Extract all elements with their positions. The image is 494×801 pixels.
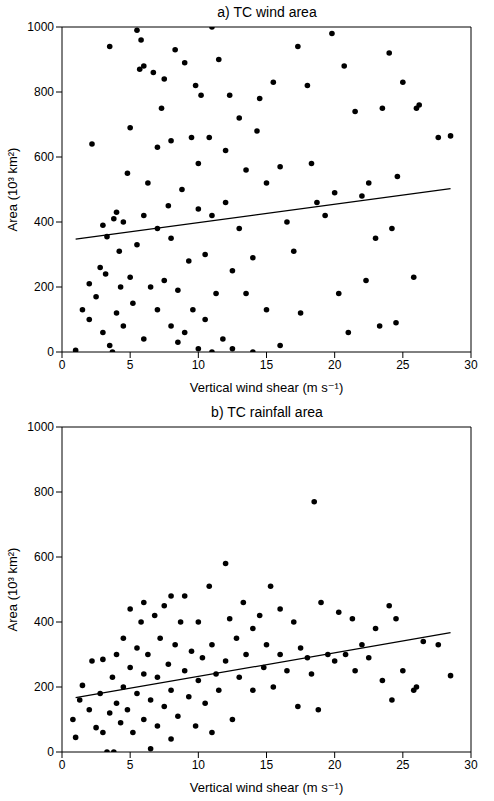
svg-text:0: 0 xyxy=(59,358,66,372)
svg-text:5: 5 xyxy=(127,358,134,372)
svg-text:Area (10³ km²): Area (10³ km²) xyxy=(8,148,20,232)
svg-text:1000: 1000 xyxy=(27,20,54,34)
svg-text:600: 600 xyxy=(34,550,54,564)
svg-text:25: 25 xyxy=(396,358,410,372)
svg-text:15: 15 xyxy=(260,758,274,772)
svg-text:400: 400 xyxy=(34,615,54,629)
svg-text:800: 800 xyxy=(34,485,54,499)
svg-text:15: 15 xyxy=(260,358,274,372)
svg-text:0: 0 xyxy=(59,758,66,772)
svg-text:5: 5 xyxy=(127,758,134,772)
svg-text:0: 0 xyxy=(47,745,54,759)
svg-text:1000: 1000 xyxy=(27,420,54,434)
svg-text:800: 800 xyxy=(34,85,54,99)
svg-text:25: 25 xyxy=(396,758,410,772)
svg-text:200: 200 xyxy=(34,680,54,694)
svg-text:600: 600 xyxy=(34,150,54,164)
svg-text:400: 400 xyxy=(34,215,54,229)
svg-text:Area (10³ km²): Area (10³ km²) xyxy=(8,548,20,632)
html-text:a) TC wind area: a) TC wind area xyxy=(217,4,317,20)
svg-text:30: 30 xyxy=(464,758,478,772)
svg-text:0: 0 xyxy=(47,345,54,359)
svg-text:10: 10 xyxy=(192,358,206,372)
html-text:b) TC rainfall area: b) TC rainfall area xyxy=(211,404,323,420)
svg-text:30: 30 xyxy=(464,358,478,372)
svg-text:Vertical wind shear (m s⁻¹): Vertical wind shear (m s⁻¹) xyxy=(190,780,344,795)
svg-text:200: 200 xyxy=(34,280,54,294)
svg-text:20: 20 xyxy=(328,358,342,372)
svg-text:10: 10 xyxy=(192,758,206,772)
svg-text:Vertical wind shear (m s⁻¹): Vertical wind shear (m s⁻¹) xyxy=(190,380,344,395)
svg-text:20: 20 xyxy=(328,758,342,772)
